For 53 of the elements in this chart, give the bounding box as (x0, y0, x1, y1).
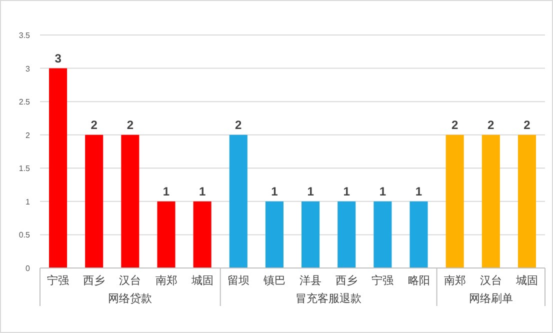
data-label: 2 (126, 118, 134, 132)
bar (518, 134, 536, 268)
x-tick-label: 城固 (514, 274, 538, 287)
data-label: 2 (235, 118, 242, 132)
bar (193, 201, 212, 268)
x-tick-label: 洋县 (300, 275, 322, 287)
data-label: 2 (451, 118, 458, 132)
data-label: 1 (379, 184, 386, 198)
data-label: 3 (54, 51, 62, 66)
y-tick-label: 2.5 (18, 98, 31, 107)
bar (85, 134, 104, 268)
bar (157, 201, 176, 268)
bar (482, 134, 500, 268)
x-tick-label: 略阳 (408, 275, 430, 287)
bar (49, 68, 68, 268)
data-label: 1 (415, 184, 422, 198)
y-tick-label: 1.5 (18, 164, 31, 174)
x-tick-label: 南郑 (444, 274, 466, 287)
data-label: 2 (524, 118, 531, 132)
data-label: 1 (162, 184, 170, 198)
y-tick-label: 3 (26, 64, 31, 74)
x-tick-label: 西乡 (336, 274, 358, 287)
data-label: 2 (90, 118, 98, 132)
x-tick-label: 汉台 (119, 274, 142, 287)
bar (374, 201, 392, 268)
x-tick-label: 宁强 (47, 274, 70, 287)
bar (446, 134, 464, 268)
data-label: 1 (271, 184, 278, 198)
text: 冒充客服退款 (296, 292, 362, 305)
y-tick-label: 0.5 (18, 230, 31, 240)
x-tick-label: 城固 (190, 274, 214, 287)
bar (338, 201, 356, 268)
text: 网络刷单 (468, 292, 513, 305)
y-tick-label: 2 (26, 130, 31, 140)
x-tick-label: 汉台 (480, 274, 502, 287)
y-tick-label: 3.5 (18, 31, 31, 40)
y-tick-label: 1 (26, 197, 31, 206)
bar (121, 134, 140, 268)
text: 网络贷款 (108, 292, 152, 305)
x-tick-label: 镇巴 (262, 275, 286, 287)
bar (265, 201, 284, 268)
bar (229, 134, 248, 268)
data-label: 1 (343, 184, 350, 198)
x-tick-label: 南郑 (155, 274, 178, 287)
data-label: 1 (198, 184, 206, 198)
x-tick-label: 西乡 (83, 274, 106, 287)
y-tick-label: 0 (26, 264, 31, 273)
x-tick-label: 留坝 (227, 275, 250, 287)
bar (410, 201, 428, 268)
data-label: 1 (307, 184, 314, 198)
x-tick-label: 宁强 (372, 274, 394, 287)
data-label: 2 (488, 118, 495, 132)
bar (302, 201, 320, 268)
